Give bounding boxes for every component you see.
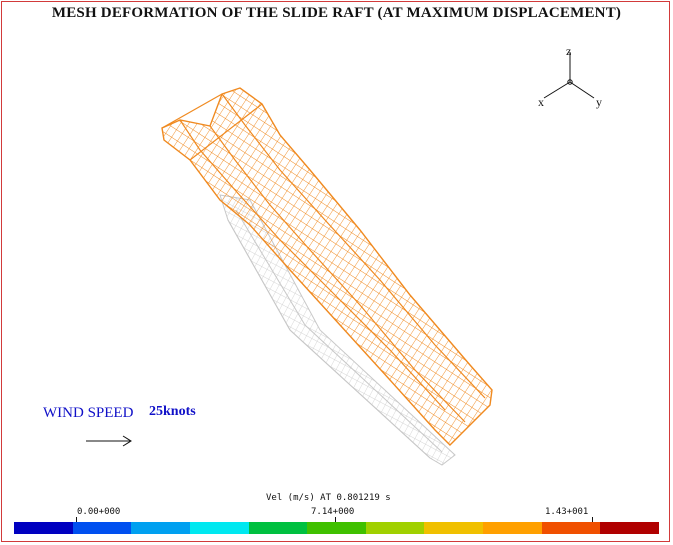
axis-x-label: x (538, 95, 544, 109)
legend-tick-mid: 7.14+000 (311, 507, 355, 517)
color-scale-segment (72, 522, 132, 534)
legend-tick-mark (592, 517, 593, 522)
color-scale-segment (424, 522, 484, 534)
color-scale-segment (189, 522, 249, 534)
velocity-legend-caption: Vel (m/s) AT 0.801219 s (266, 493, 391, 503)
legend-tick-mark (335, 517, 336, 522)
color-scale-segment (14, 522, 73, 534)
axis-z-label: z (566, 44, 571, 58)
wind-speed-value: 25knots (149, 404, 196, 419)
color-scale-segment (365, 522, 425, 534)
color-scale-segment (248, 522, 308, 534)
color-scale-segment (131, 522, 190, 534)
wind-speed-label: WIND SPEED (43, 405, 134, 421)
wind-direction-arrow-icon (86, 435, 132, 447)
deformed-mesh (161, 87, 493, 446)
axis-y-label: y (596, 95, 602, 109)
axis-triad-icon: z x y (538, 44, 602, 109)
legend-tick-mark (76, 517, 77, 522)
color-scale-segment (541, 522, 601, 534)
slide-raft-mesh (161, 87, 493, 466)
legend-tick-min: 0.00+000 (77, 507, 121, 517)
velocity-color-scale (14, 522, 660, 534)
plot-title: MESH DEFORMATION OF THE SLIDE RAFT (AT M… (51, 5, 622, 21)
legend-tick-max: 1.43+001 (545, 507, 589, 517)
color-scale-segment (307, 522, 366, 534)
color-scale-segment (483, 522, 542, 534)
color-scale-segment (600, 522, 660, 534)
